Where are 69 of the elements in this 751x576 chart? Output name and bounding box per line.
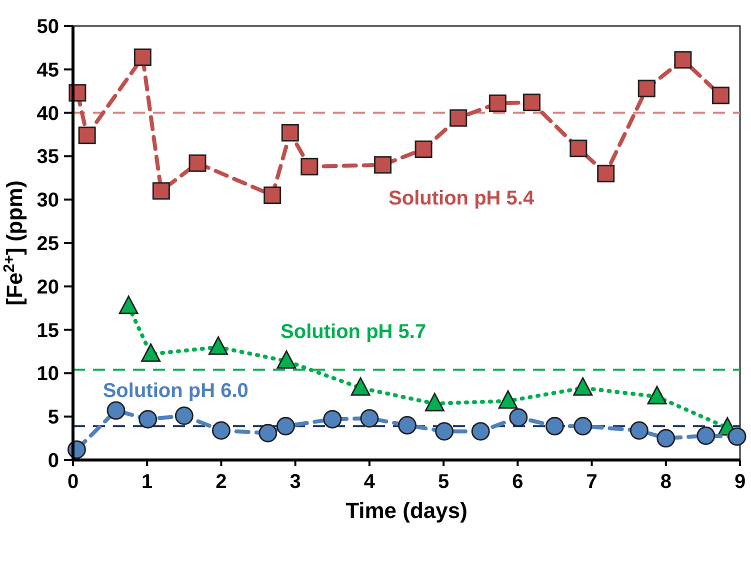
point <box>78 126 96 144</box>
point <box>374 156 392 174</box>
point <box>435 422 454 441</box>
series-label: Solution pH 5.4 <box>388 187 535 210</box>
point <box>574 416 592 436</box>
point <box>647 386 667 404</box>
series-label: Solution pH 6.0 <box>102 380 248 402</box>
y-tick-label: 35 <box>36 146 59 168</box>
point <box>350 377 370 396</box>
point <box>597 164 615 182</box>
point <box>414 140 432 158</box>
y-tick-label: 0 <box>48 450 59 472</box>
point <box>424 392 444 412</box>
point <box>450 109 468 127</box>
x-tick-label: 7 <box>586 471 598 493</box>
point <box>138 410 158 428</box>
point <box>360 409 379 428</box>
y-tick-label: 50 <box>36 16 59 38</box>
y-tick-label: 25 <box>36 233 59 255</box>
point <box>323 410 342 428</box>
point <box>208 336 228 355</box>
point <box>141 343 161 362</box>
point <box>398 416 416 435</box>
x-tick-label: 8 <box>660 471 672 493</box>
x-tick-label: 3 <box>290 471 301 493</box>
point <box>471 422 490 441</box>
point <box>106 401 126 420</box>
x-axis-title: Time (days) <box>346 498 468 523</box>
point <box>696 426 716 445</box>
y-tick-label: 40 <box>36 102 59 125</box>
point <box>523 94 540 112</box>
point <box>545 416 564 436</box>
y-tick-label: 20 <box>36 276 59 298</box>
point <box>488 94 506 112</box>
point <box>174 406 194 425</box>
point <box>134 48 152 66</box>
y-tick-label: 5 <box>48 406 59 429</box>
point <box>573 377 593 396</box>
x-tick-label: 2 <box>216 471 227 493</box>
point <box>188 154 206 172</box>
y-tick-label: 15 <box>36 320 59 342</box>
y-tick-label: 30 <box>36 190 59 212</box>
x-tick-label: 6 <box>512 471 524 493</box>
point <box>509 408 528 427</box>
point <box>728 427 746 446</box>
point <box>498 390 518 409</box>
point <box>118 296 138 314</box>
point <box>212 421 230 440</box>
x-tick-label: 1 <box>142 471 153 493</box>
point <box>258 424 278 442</box>
point <box>281 124 299 142</box>
x-tick-label: 0 <box>67 471 79 493</box>
y-tick-label: 10 <box>36 363 59 386</box>
x-tick-label: 9 <box>734 471 746 493</box>
point <box>656 429 676 448</box>
point <box>638 80 656 98</box>
point <box>674 51 692 69</box>
series-label: Solution pH 5.7 <box>280 320 426 343</box>
x-tick-label: 4 <box>364 471 376 493</box>
point <box>152 182 170 200</box>
point <box>276 416 295 436</box>
point <box>570 140 588 158</box>
point <box>300 158 318 176</box>
point <box>712 86 730 104</box>
point <box>276 350 296 369</box>
point <box>630 421 648 440</box>
point <box>264 186 282 204</box>
y-tick-label: 45 <box>36 59 59 82</box>
x-tick-label: 5 <box>438 471 450 493</box>
